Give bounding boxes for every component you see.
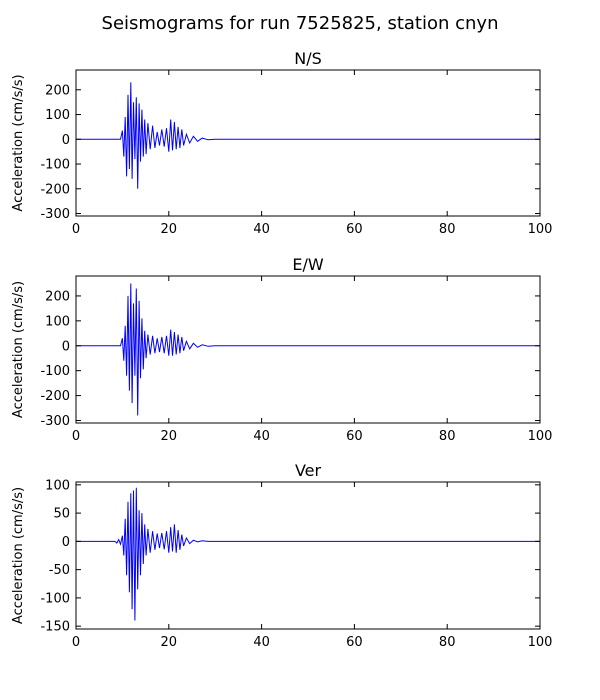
plot-frame — [75, 275, 541, 424]
y-tick-label: -300 — [40, 207, 70, 222]
x-tick-label: 60 — [346, 635, 363, 650]
x-tick-label: 100 — [528, 429, 553, 444]
x-tick-label: 20 — [161, 222, 178, 237]
x-tick-label: 100 — [528, 635, 553, 650]
waveform-line — [76, 82, 540, 189]
y-tick-label: 0 — [62, 339, 70, 354]
x-tick-label: 40 — [253, 635, 270, 650]
x-tick-label: 40 — [253, 429, 270, 444]
y-axis-label: Acceleration (cm/s/s) — [11, 487, 26, 624]
y-tick-label: 100 — [45, 478, 70, 493]
y-tick-label: 0 — [62, 133, 70, 148]
x-tick-label: 100 — [528, 222, 553, 237]
y-tick-label: 100 — [45, 108, 70, 123]
y-tick-label: -150 — [40, 620, 70, 635]
x-tick-label: 0 — [72, 222, 80, 237]
y-tick-label: -50 — [49, 563, 70, 578]
x-tick-label: 80 — [439, 429, 456, 444]
seismogram-panels: N/S Acceleration (cm/s/s) 0 20 40 60 80 100 -300… — [11, 49, 552, 650]
y-tick-label: -200 — [40, 389, 70, 404]
plot-frame — [75, 481, 541, 630]
panel-ver: Ver Acceleration (cm/s/s) 0 20 40 60 80 100 -150… — [11, 461, 552, 650]
y-axis-label: Acceleration (cm/s/s) — [11, 281, 26, 418]
figure-title: Seismograms for run 7525825, station cny… — [102, 13, 499, 34]
x-tick-label: 0 — [72, 635, 80, 650]
x-tick-label: 60 — [346, 429, 363, 444]
y-tick-label: -100 — [40, 364, 70, 379]
panel-title: N/S — [294, 49, 322, 68]
y-tick-label: -100 — [40, 591, 70, 606]
x-tick-label: 40 — [253, 222, 270, 237]
y-tick-label: -100 — [40, 158, 70, 173]
x-tick-label: 20 — [161, 429, 178, 444]
panel-title: E/W — [292, 255, 324, 274]
x-tick-label: 80 — [439, 635, 456, 650]
x-tick-label: 20 — [161, 635, 178, 650]
y-tick-label: 200 — [45, 289, 70, 304]
x-tick-label: 0 — [72, 429, 80, 444]
y-tick-label: -200 — [40, 182, 70, 197]
waveform-line — [76, 487, 540, 621]
y-tick-label: -300 — [40, 414, 70, 429]
y-tick-label: 0 — [62, 535, 70, 550]
x-tick-label: 80 — [439, 222, 456, 237]
panel-n-s: N/S Acceleration (cm/s/s) 0 20 40 60 80 100 -300… — [11, 49, 552, 237]
panel-title: Ver — [295, 461, 322, 480]
y-axis-label: Acceleration (cm/s/s) — [11, 74, 26, 211]
y-tick-label: 200 — [45, 83, 70, 98]
y-tick-label: 100 — [45, 314, 70, 329]
panel-e-w: E/W Acceleration (cm/s/s) 0 20 40 60 80 100 -300… — [11, 255, 552, 444]
y-tick-label: 50 — [53, 507, 70, 522]
x-tick-label: 60 — [346, 222, 363, 237]
waveform-line — [76, 283, 540, 416]
plot-frame — [75, 69, 541, 217]
